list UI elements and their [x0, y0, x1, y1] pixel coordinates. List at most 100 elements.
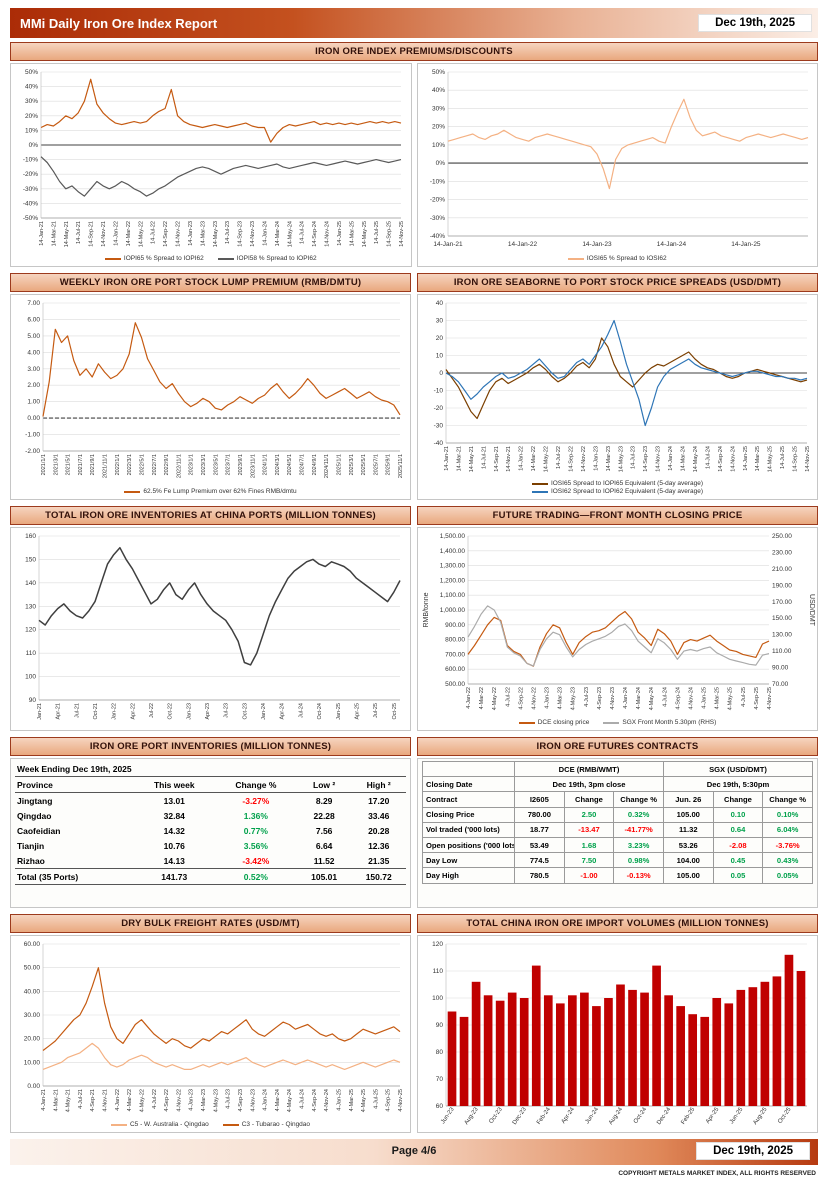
svg-text:Jul-21: Jul-21 [74, 703, 80, 718]
svg-text:14-Nov-21: 14-Nov-21 [506, 446, 512, 472]
bar [688, 1014, 698, 1106]
series-line [467, 610, 770, 667]
table-row: Day High 780.5 -1.00 -0.13% 105.00 0.05 0.05% [422, 867, 813, 884]
table-cell: 21.35 [368, 855, 390, 866]
svg-text:40%: 40% [431, 87, 444, 94]
svg-text:130.00: 130.00 [772, 632, 792, 639]
svg-text:Jul-25: Jul-25 [373, 703, 379, 718]
svg-text:14-Jul-24: 14-Jul-24 [300, 221, 306, 244]
table-cell: 53.26 [662, 836, 714, 854]
svg-text:4-May-24: 4-May-24 [649, 687, 655, 710]
svg-text:4-Mar-21: 4-Mar-21 [53, 1089, 59, 1111]
svg-text:2025/3/1: 2025/3/1 [349, 454, 355, 475]
svg-text:14-Jan-22: 14-Jan-22 [507, 241, 537, 248]
svg-text:4-May-23: 4-May-23 [571, 687, 577, 710]
svg-text:Jul-23: Jul-23 [224, 703, 230, 718]
svg-text:14-Nov-21: 14-Nov-21 [101, 221, 107, 247]
svg-text:30%: 30% [431, 105, 444, 112]
table-cell: 0.45 [712, 852, 764, 869]
bar [447, 1011, 457, 1106]
table-cell: 17.20 [368, 795, 390, 806]
svg-text:700.00: 700.00 [445, 651, 465, 658]
table-cell: 0.32% [613, 806, 664, 823]
table-cell: 0.05 [712, 867, 764, 884]
svg-text:2023/3/1: 2023/3/1 [201, 454, 207, 475]
table-cell: Change % [214, 776, 297, 793]
svg-text:1,200.00: 1,200.00 [440, 577, 466, 584]
svg-text:4-Sep-21: 4-Sep-21 [90, 1089, 96, 1112]
bar [568, 995, 577, 1106]
svg-text:Apr-22: Apr-22 [130, 703, 136, 720]
svg-text:2025/9/1: 2025/9/1 [386, 454, 392, 475]
legend-item: IOSI65 % Spread to IOSI62 [567, 255, 667, 262]
svg-text:2023/5/1: 2023/5/1 [213, 454, 219, 475]
svg-text:Aug-23: Aug-23 [464, 1106, 480, 1126]
futures_front_month-svg: 1,500.00 1,400.00 1,300.00 1,200.00 1,100.00… [423, 533, 815, 710]
svg-text:14-Nov-25: 14-Nov-25 [805, 446, 811, 472]
table-cell: Total (35 Ports) [15, 868, 134, 885]
table-cell: Rizhao [17, 855, 45, 866]
table-cell: 1.36% [243, 810, 268, 821]
svg-text:4-Jul-23: 4-Jul-23 [584, 687, 590, 707]
table-cell: Tianjin [17, 840, 45, 851]
svg-text:90: 90 [436, 1022, 444, 1029]
svg-text:190.00: 190.00 [772, 582, 792, 589]
chart-box-futures-front-month: 1,500.00 1,400.00 1,300.00 1,200.00 1,100.00… [417, 527, 818, 731]
table-header-row: Province This week Change % Low ² High ² [15, 776, 406, 793]
legend-label: C3 - Tubarao - Qingdao [241, 1121, 311, 1128]
svg-text:14-Jan-23: 14-Jan-23 [188, 221, 194, 246]
svg-text:4-Nov-23: 4-Nov-23 [250, 1089, 256, 1112]
futures-contracts-data-table: DCE (RMB/WMT) SGX (USD/DMT) Closing Date De… [422, 760, 814, 884]
svg-text:50%: 50% [25, 69, 38, 76]
svg-text:160: 160 [25, 533, 36, 540]
legend-line-swatch [110, 1123, 127, 1126]
bar [724, 1003, 734, 1106]
series-line [38, 546, 401, 666]
svg-text:14-May-21: 14-May-21 [64, 221, 70, 247]
svg-text:4-Mar-24: 4-Mar-24 [636, 687, 642, 709]
svg-text:4-Nov-22: 4-Nov-22 [531, 687, 537, 710]
svg-text:4-Mar-23: 4-Mar-23 [558, 687, 564, 709]
table-cell: 6.64 [315, 840, 333, 851]
table-cell: 105.00 [662, 806, 714, 823]
svg-text:14-Nov-22: 14-Nov-22 [581, 446, 587, 472]
table-cell: 14.13 [163, 855, 185, 866]
report-body-grid: IRON ORE INDEX PREMIUMS/DISCOUNTS 50% 40%… [10, 42, 818, 1133]
svg-text:-20: -20 [434, 405, 444, 412]
series-line [42, 967, 401, 1051]
svg-text:14-Jul-25: 14-Jul-25 [780, 446, 786, 469]
svg-text:14-May-25: 14-May-25 [768, 446, 774, 472]
legend-line-swatch [518, 721, 535, 724]
bar [712, 998, 722, 1106]
svg-text:4-Jan-23: 4-Jan-23 [545, 687, 551, 709]
svg-text:40: 40 [436, 300, 444, 307]
table-cell: 0.98% [613, 852, 664, 869]
panel-title-seaborne-spreads: IRON ORE SEABORNE TO PORT STOCK PRICE SP… [417, 273, 818, 292]
table-cell: 12.36 [368, 840, 390, 851]
svg-text:4-Jul-24: 4-Jul-24 [662, 687, 668, 707]
svg-text:14-Mar-22: 14-Mar-22 [531, 446, 537, 471]
legend-line-swatch [531, 482, 548, 485]
svg-text:4-Nov-21: 4-Nov-21 [103, 1089, 109, 1112]
copyright-text: COPYRIGHT METALS MARKET INDEX, ALL RIGHT… [618, 1170, 816, 1177]
legend-label: IOSI65 Spread to IOPI65 Equivalent (5-da… [550, 480, 704, 487]
table-row: Caofeidian 14.32 0.77% 7.56 20.28 [15, 823, 406, 838]
table-cell: 105.00 [662, 867, 714, 884]
panel-title-china-port-inventories: TOTAL IRON ORE INVENTORIES AT CHINA PORT… [10, 506, 411, 525]
svg-text:4-May-22: 4-May-22 [492, 687, 498, 710]
svg-text:2022/1/1: 2022/1/1 [115, 454, 121, 475]
svg-text:-2.00: -2.00 [25, 448, 40, 455]
panel-title-import-volumes: TOTAL CHINA IRON ORE IMPORT VOLUMES (MIL… [417, 914, 818, 933]
legend-item: IOSI62 Spread to IOPI62 Equivalent (5-da… [531, 488, 703, 495]
svg-text:2023/7/1: 2023/7/1 [226, 454, 232, 475]
lump-premium-legend: 62.5% Fe Lump Premium over 62% Fines RMB… [13, 487, 408, 497]
bar [580, 992, 589, 1106]
svg-text:14-Nov-22: 14-Nov-22 [176, 221, 182, 247]
bar [543, 995, 553, 1106]
table-cell: This week [133, 776, 215, 793]
table-cell: Day Low [422, 852, 515, 869]
import-volumes-chart: 120 110 100 90 80 70 60 Jun-23 Aug-23 Oct-23 Dec-2… [420, 938, 815, 1130]
futures-contracts-table: DCE (RMB/WMT) SGX (USD/DMT) Closing Date De… [417, 758, 818, 908]
bar [748, 987, 758, 1106]
svg-text:2024/11/1: 2024/11/1 [324, 454, 330, 478]
